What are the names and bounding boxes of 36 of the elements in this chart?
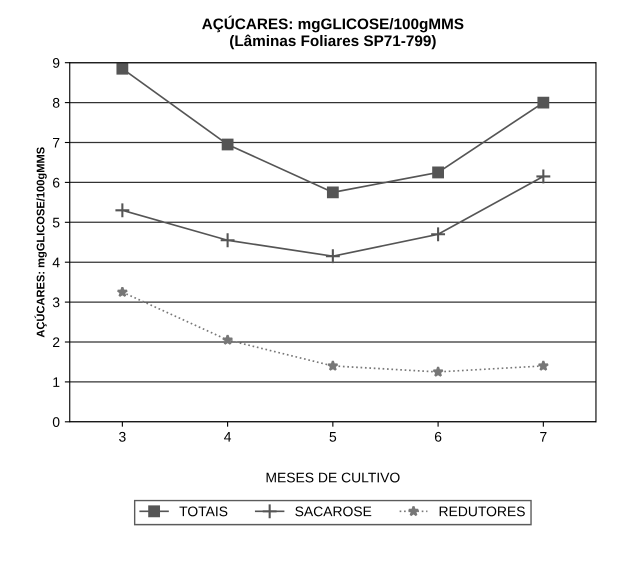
point: [327, 360, 339, 371]
point: [114, 202, 130, 218]
y-tick-label: 6: [53, 178, 60, 188]
y-axis-title: AÇÚCARES: mgGLICOSE/100gMMS: [34, 147, 47, 338]
x-tick-label: 6: [434, 432, 442, 442]
y-tick-label: 2: [52, 337, 60, 348]
x-tick-label: 5: [330, 432, 336, 442]
x-tick-label: 4: [224, 432, 232, 442]
y-tick-label: 1: [53, 377, 60, 387]
point: [222, 138, 234, 150]
y-tick-label: 8: [52, 98, 60, 108]
point: [116, 286, 128, 298]
point: [324, 248, 341, 264]
point: [538, 360, 550, 371]
point: [537, 96, 550, 109]
point: [535, 168, 552, 184]
legend-label: REDUTORES: [440, 506, 525, 516]
point: [430, 226, 446, 242]
y-tick-label: 5: [52, 218, 60, 228]
y-tick-label: 3: [52, 297, 60, 308]
x-axis-title: MESES DE CULTIVO: [266, 472, 400, 482]
legend-label: TOTAIS: [179, 506, 228, 516]
point: [220, 232, 236, 248]
y-tick-label: 0: [52, 417, 60, 427]
legend-label: SACAROSE: [295, 506, 372, 516]
point: [222, 334, 234, 345]
point: [432, 366, 444, 377]
point: [116, 62, 128, 75]
x-tick-label: 3: [119, 432, 126, 442]
point: [326, 186, 339, 198]
y-tick-label: 9: [52, 58, 60, 68]
y-tick-label: 7: [53, 138, 60, 148]
y-tick-label: 4: [52, 258, 60, 268]
chart-title: AÇÚCARES: mgGLICOSE/100gMMS (Lâminas Foliares SP71-799): [202, 16, 464, 50]
x-tick-label: 7: [540, 432, 547, 442]
point: [432, 166, 444, 178]
